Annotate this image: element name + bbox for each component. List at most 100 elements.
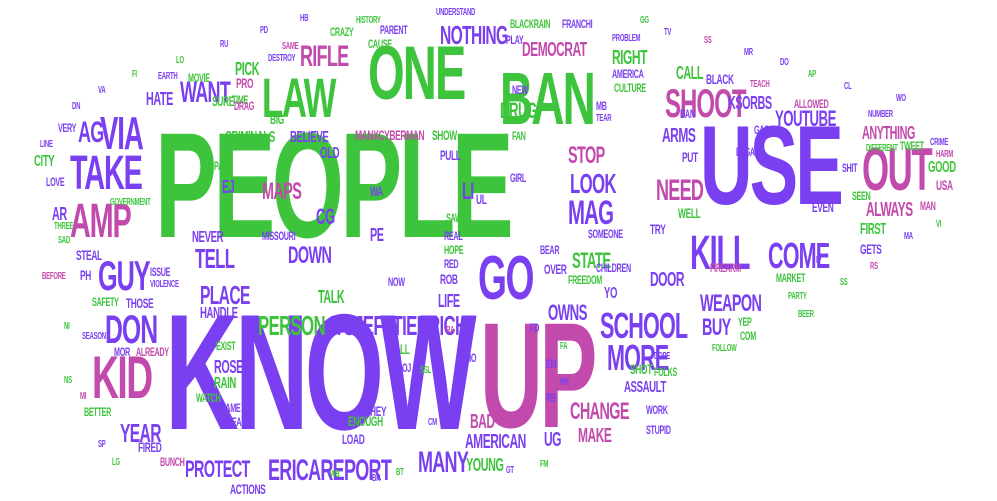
word-sp: Sp [98, 439, 106, 450]
word-fired: Fired [138, 439, 162, 455]
word-ag: Ag [78, 116, 104, 149]
word-shit: Shit [842, 161, 858, 175]
word-different: Different [866, 143, 898, 154]
word-stupid: Stupid [646, 423, 671, 437]
word-follow: Follow [712, 343, 737, 354]
word-know: Know [165, 280, 477, 464]
word-violence: Violence [150, 279, 179, 290]
word-pe: Pe [370, 225, 384, 245]
word-ni: Ni [64, 321, 70, 332]
word-stop: Stop [568, 142, 605, 169]
word-buy: Buy [702, 314, 731, 341]
word-people: People [155, 101, 514, 269]
word-call: Call [676, 63, 704, 83]
word-manxcyberman: Manxcyberman [355, 127, 425, 143]
word-play: Play [506, 33, 524, 47]
word-wb: Wb [330, 469, 340, 480]
word-bunch: Bunch [160, 455, 185, 469]
word-law: Law [262, 66, 336, 129]
word-season: Season [82, 331, 106, 342]
word-now: Now [388, 275, 405, 289]
word-rs: Rs [870, 261, 878, 272]
word-don: Don [105, 308, 158, 352]
word-saw: Saw [446, 211, 462, 225]
word-state: State [572, 248, 611, 273]
word-those: Those [126, 295, 154, 311]
word-fa: Fa [560, 341, 568, 352]
word-ap: Ap [808, 69, 816, 80]
word-fd: Fd [530, 321, 540, 335]
word-safety: Safety [92, 295, 119, 309]
word-ug: Ug [544, 429, 562, 451]
word-ksorbs: Ksorbs [728, 93, 772, 113]
word-city: City [34, 153, 55, 170]
word-pick: Pick [235, 59, 260, 79]
word-itsjefftiedrich: Itsjefftiedrich [330, 310, 467, 341]
word-rain: Rain [214, 375, 236, 392]
word-out: Out [862, 136, 933, 203]
word-sure: Sure [212, 93, 235, 109]
word-issue: Issue [150, 265, 171, 279]
word-lg: Lg [112, 457, 120, 468]
word-destroy: Destroy [268, 53, 296, 64]
word-actions: Actions [230, 481, 266, 497]
word-already: Already [136, 345, 169, 359]
word-point: Point [230, 221, 251, 235]
word-hate: Hate [146, 89, 173, 109]
word-bear: Bear [540, 243, 560, 257]
word-over: Over [544, 261, 567, 277]
word-pm: Pm [560, 377, 569, 388]
word-same: Same [282, 41, 299, 52]
word-maps: Maps [262, 178, 302, 205]
word-load: Load [342, 431, 365, 447]
word-time: Time [232, 93, 249, 107]
word-seen: Seen [852, 189, 871, 203]
word-earth: Earth [158, 71, 178, 82]
word-wa: Wa [370, 183, 383, 199]
word-em: Em [546, 357, 557, 371]
word-pull: Pull [440, 147, 461, 163]
word-ll: Ll [400, 341, 410, 357]
word-cm: Cm [428, 417, 437, 428]
word-usa: Usa [936, 177, 953, 193]
word-missouri: Missouri [262, 229, 296, 243]
word-oj: Oj [402, 361, 412, 375]
word-weapon: Weapon [700, 290, 762, 317]
word-line: Line [40, 139, 53, 150]
word-market: Market [776, 271, 806, 285]
word-culture: Culture [614, 81, 646, 95]
word-roses: Roses [214, 357, 250, 377]
word-children: Children [596, 261, 631, 275]
word-party: Party [788, 291, 807, 302]
word-first: First [860, 221, 886, 238]
word-li: Li [462, 178, 474, 205]
word-assault: Assault [624, 379, 666, 396]
word-person: Person [258, 310, 326, 341]
word-kid: Kid [92, 344, 153, 411]
word-blackrain: Blackrain [510, 17, 551, 31]
word-steal: Steal [76, 247, 102, 263]
word-up: Up [480, 291, 597, 459]
word-movie: Movie [188, 71, 210, 85]
word-protect: Protect [185, 456, 250, 483]
word-rob: Rob [440, 271, 458, 287]
word-place: Place [200, 280, 250, 310]
word-shot: Shot [630, 361, 652, 377]
word-tear: Tear [596, 113, 612, 124]
word-gt: Gt [506, 465, 514, 476]
word-owns: Owns [548, 300, 587, 325]
word-drug: Drug [500, 98, 537, 123]
word-come: Come [768, 235, 830, 276]
word-change: Change [570, 398, 630, 425]
word-go: Go [478, 244, 534, 313]
word-gas: Gas [754, 123, 769, 137]
word-cause: Cause [368, 37, 392, 51]
word-drag: Drag [234, 99, 255, 113]
word-ericareport: Ericareport [268, 454, 392, 487]
word-ar: Ar [52, 204, 67, 224]
word-via: Via [100, 107, 144, 159]
word-kill: Kill [690, 227, 751, 280]
word-school: School [600, 305, 688, 346]
word-tell: Tell [195, 243, 235, 274]
word-take: Take [70, 147, 143, 200]
